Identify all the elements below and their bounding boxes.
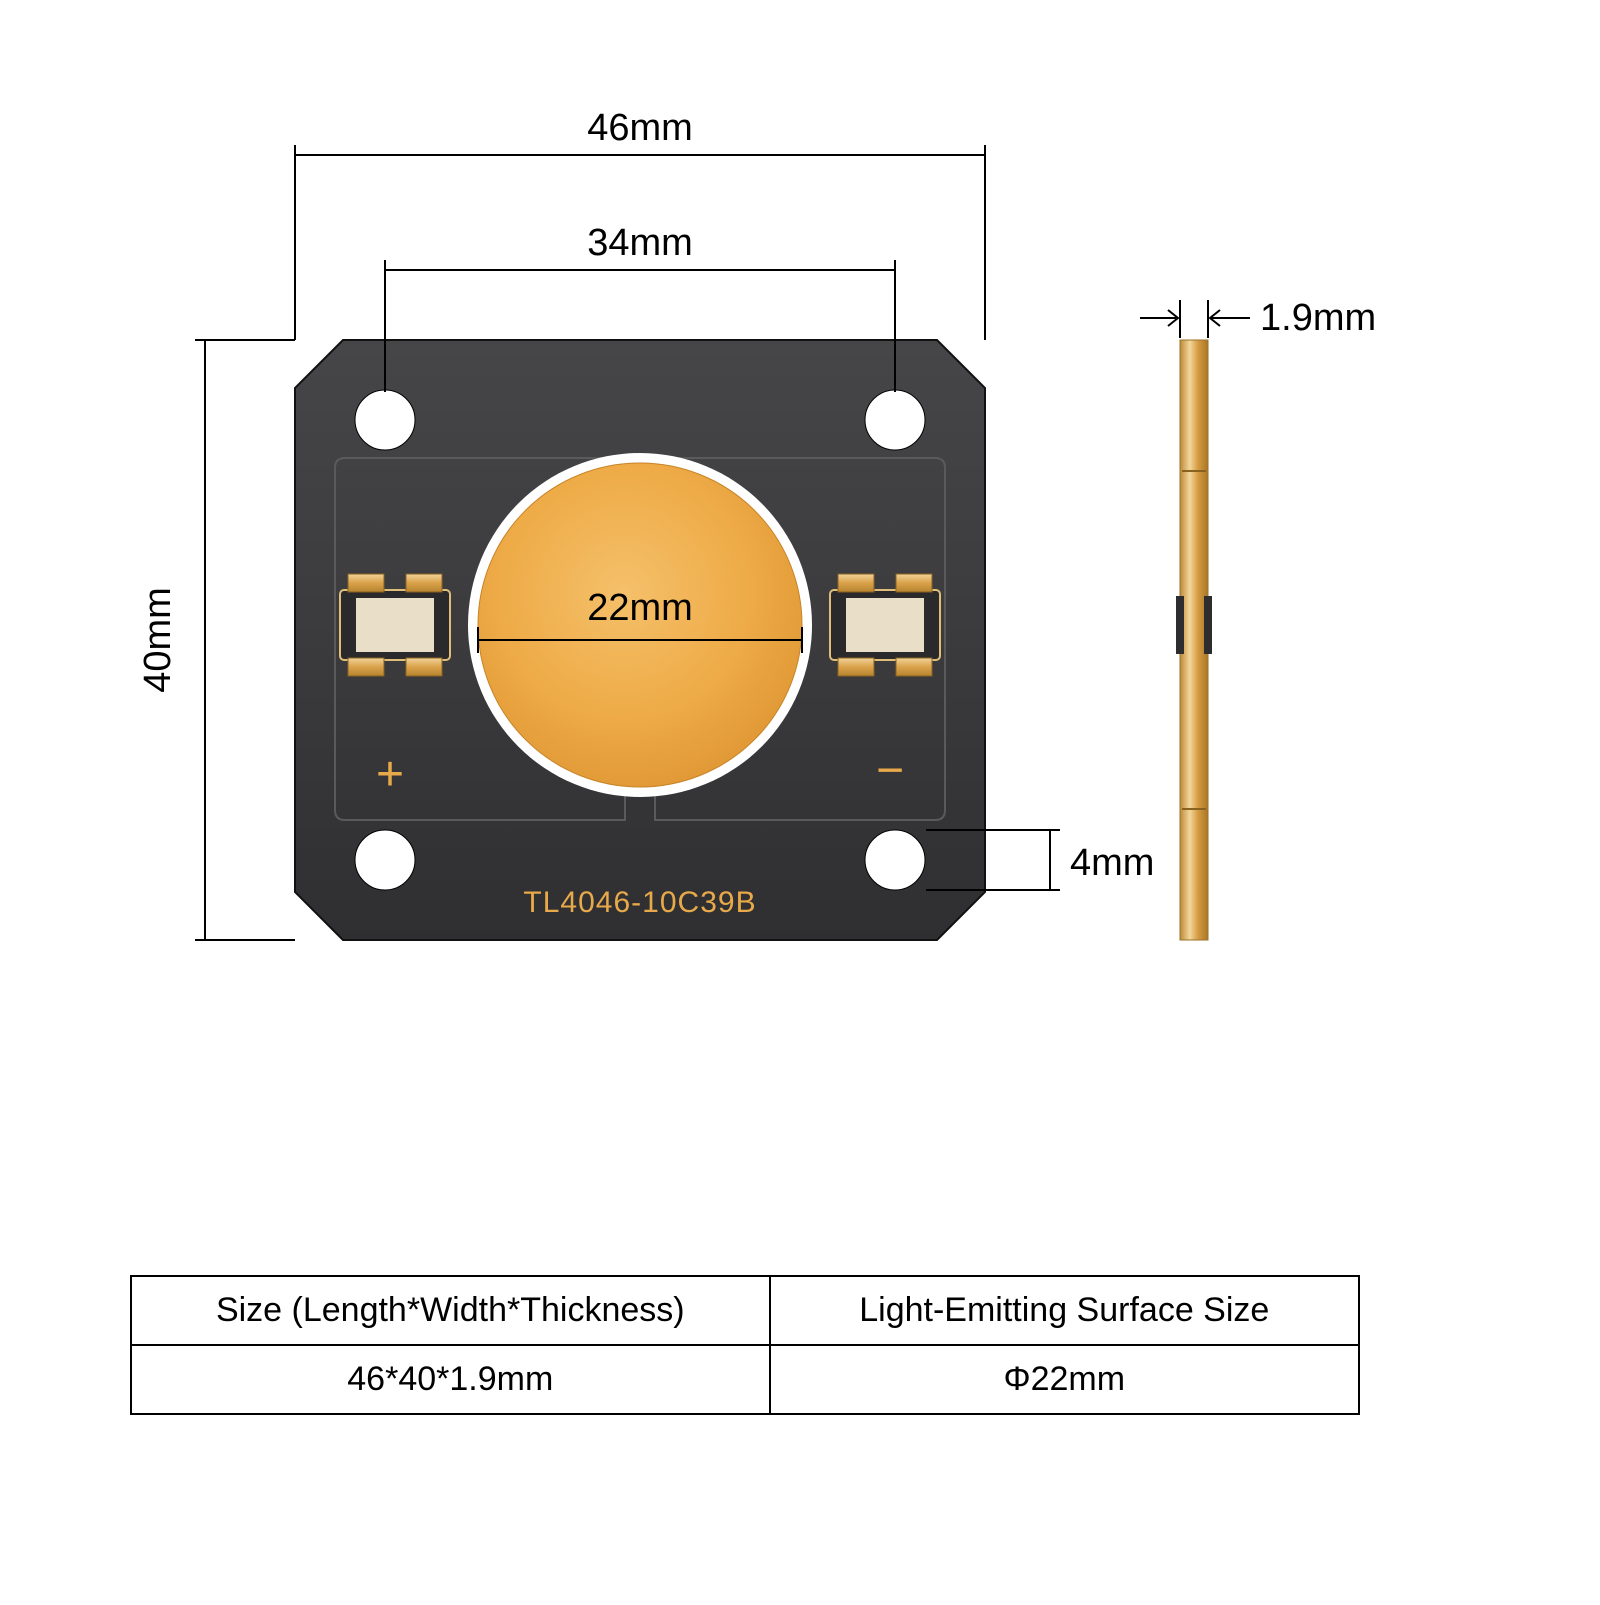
- dim-thickness: 1.9mm: [1140, 297, 1376, 339]
- polarity-minus: −: [876, 744, 904, 797]
- mount-hole-br: [865, 830, 925, 890]
- dim-hole-diameter-label: 4mm: [1070, 842, 1154, 884]
- spec-value-size: 46*40*1.9mm: [131, 1345, 770, 1414]
- dim-outer-height-label: 40mm: [137, 587, 179, 693]
- polarity-plus: +: [376, 748, 404, 801]
- solder-pad-left: [340, 574, 450, 676]
- dim-led-diameter-label: 22mm: [587, 587, 693, 629]
- mount-hole-tl: [355, 390, 415, 450]
- spec-value-les: Φ22mm: [770, 1345, 1359, 1414]
- mount-hole-bl: [355, 830, 415, 890]
- mount-hole-tr: [865, 390, 925, 450]
- solder-pad-right: [830, 574, 940, 676]
- spec-header-les: Light-Emitting Surface Size: [770, 1276, 1359, 1345]
- table-row: Size (Length*Width*Thickness) Light-Emit…: [131, 1276, 1359, 1345]
- spec-header-size: Size (Length*Width*Thickness): [131, 1276, 770, 1345]
- dim-thickness-label: 1.9mm: [1260, 297, 1376, 339]
- part-number-label: TL4046-10C39B: [523, 886, 756, 919]
- table-row: 46*40*1.9mm Φ22mm: [131, 1345, 1359, 1414]
- dim-hole-spacing-x-label: 34mm: [587, 222, 693, 264]
- dim-outer-height: 40mm: [137, 340, 295, 940]
- spec-table: Size (Length*Width*Thickness) Light-Emit…: [130, 1275, 1360, 1415]
- dim-outer-width-label: 46mm: [587, 107, 693, 149]
- board-side-view: [1176, 340, 1212, 940]
